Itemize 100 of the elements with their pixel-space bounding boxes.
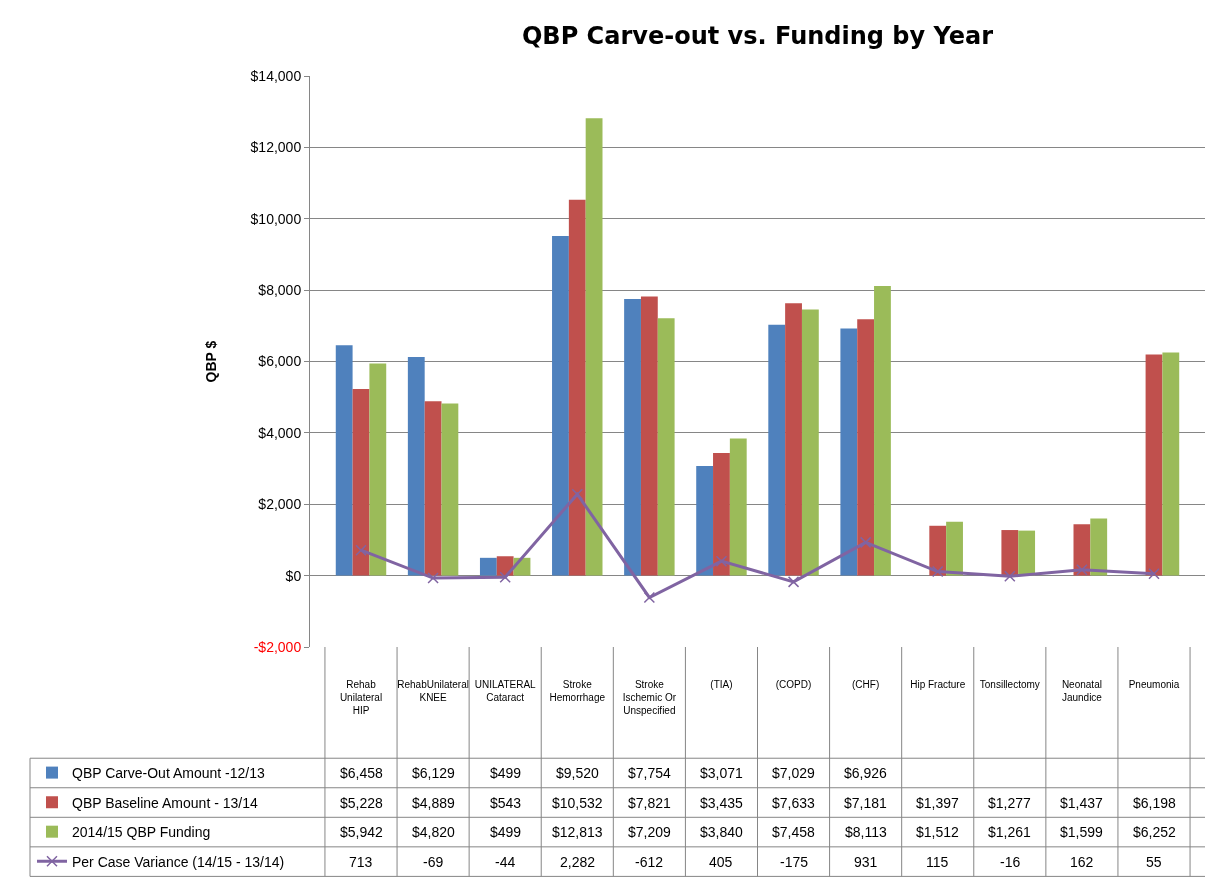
y-tick-label: $2,000 — [258, 496, 302, 513]
data-label: $499 — [490, 824, 522, 840]
data-label: 405 — [709, 854, 733, 870]
bar — [352, 389, 370, 576]
bar — [657, 318, 675, 576]
data-label: $3,071 — [700, 765, 744, 781]
bar — [441, 403, 459, 576]
y-tick-label: -$2,000 — [253, 638, 302, 655]
data-label: $1,397 — [916, 795, 960, 811]
point — [859, 536, 872, 549]
data-label: 162 — [1070, 854, 1094, 870]
point — [1004, 570, 1016, 582]
y-tick-label: $10,000 — [250, 210, 302, 227]
data-label: $1,261 — [988, 824, 1032, 840]
bar — [874, 286, 891, 576]
point — [787, 576, 800, 588]
bar — [801, 309, 819, 576]
data-label: $9,520 — [556, 765, 600, 781]
data-label: $7,029 — [772, 765, 816, 781]
data-label: $4,820 — [412, 824, 456, 840]
bar — [696, 466, 714, 576]
data-label: $3,840 — [700, 824, 744, 840]
x-tick-label: (CHF) — [852, 679, 880, 690]
point — [427, 572, 439, 584]
data-label: 55 — [1146, 854, 1162, 870]
data-label: $6,129 — [412, 765, 456, 781]
x-tick-label: (TIA) — [710, 679, 733, 690]
point — [643, 591, 656, 604]
point — [1076, 564, 1088, 576]
data-label: 115 — [926, 854, 949, 870]
y-tick-label: $8,000 — [258, 282, 302, 299]
data-label: $543 — [490, 795, 522, 811]
bar — [729, 438, 747, 576]
y-axis-title: QBP $ — [202, 340, 219, 383]
data-label: $7,209 — [628, 824, 672, 840]
data-label: -16 — [1000, 854, 1021, 870]
data-label: $1,277 — [988, 795, 1032, 811]
data-label: $6,198 — [1133, 795, 1177, 811]
legend-label: 2014/15 QBP Funding — [72, 824, 211, 841]
data-label: -175 — [780, 854, 809, 870]
data-label: $7,821 — [628, 795, 672, 811]
bar — [1018, 530, 1036, 576]
legend-label: QBP Carve-Out Amount -12/13 — [72, 765, 265, 782]
data-label: $7,754 — [628, 765, 672, 781]
x-tick-label: Rehab Unilateral HIP — [339, 679, 383, 716]
bar — [840, 328, 858, 576]
bar — [424, 401, 442, 576]
bar — [1001, 530, 1019, 576]
bar — [929, 525, 947, 576]
y-tick-label: $4,000 — [258, 424, 302, 441]
x-tick-label: Stroke Ischemic Or Unspecified — [622, 679, 677, 716]
x-tick-label: Pneumonia — [1128, 679, 1180, 690]
x-tick-label: (COPD) — [775, 679, 812, 690]
bar — [946, 521, 963, 576]
data-label: $8,113 — [845, 824, 887, 840]
data-label: 2,282 — [560, 854, 596, 870]
x-tick-label: UNILATERAL Cataract — [474, 679, 537, 703]
y-tick-label: $6,000 — [258, 353, 302, 370]
bar — [713, 453, 730, 576]
data-label: $12,813 — [552, 824, 603, 840]
data-label: $6,252 — [1133, 824, 1177, 840]
bar — [479, 557, 497, 576]
x-tick-label: Stroke Hemorrhage — [549, 679, 606, 703]
chart-title: QBP Carve-out vs. Funding by Year — [521, 22, 994, 51]
data-label: -44 — [495, 854, 516, 870]
data-label: $3,435 — [700, 795, 744, 811]
data-label: $5,228 — [340, 795, 384, 811]
data-label: $1,512 — [916, 824, 960, 840]
legend-label: QBP Baseline Amount - 13/14 — [72, 794, 258, 811]
bar — [624, 298, 641, 576]
y-tick-label: $12,000 — [250, 139, 302, 156]
y-tick-label: $0 — [285, 567, 302, 584]
data-label: 931 — [854, 854, 878, 870]
bar — [768, 324, 786, 576]
data-label: $1,437 — [1060, 795, 1104, 811]
bar — [1145, 354, 1163, 576]
data-label: -69 — [423, 854, 444, 870]
x-tick-label: Neonatal Jaundice — [1061, 679, 1103, 703]
bar — [335, 345, 353, 576]
point — [499, 571, 511, 583]
point — [1148, 567, 1160, 580]
bar — [1162, 352, 1180, 576]
bar — [369, 363, 387, 576]
bar — [640, 296, 658, 576]
x-tick-label: RehabUnilateral KNEE — [397, 679, 469, 703]
data-label: $7,458 — [772, 824, 816, 840]
data-label: $5,942 — [340, 824, 384, 840]
point — [715, 555, 728, 567]
data-label: $499 — [490, 765, 522, 781]
data-label: $1,599 — [1060, 824, 1104, 840]
legend-label: Per Case Variance (14/15 - 13/14) — [72, 853, 285, 870]
bar — [857, 319, 875, 576]
data-label: $6,926 — [844, 765, 888, 781]
bar — [552, 235, 569, 576]
bar — [1073, 524, 1091, 576]
bar — [1090, 518, 1108, 576]
bar — [585, 118, 603, 576]
x-tick-label: Tonsillectomy — [979, 679, 1040, 690]
data-label: $4,889 — [412, 795, 456, 811]
point — [355, 544, 367, 556]
